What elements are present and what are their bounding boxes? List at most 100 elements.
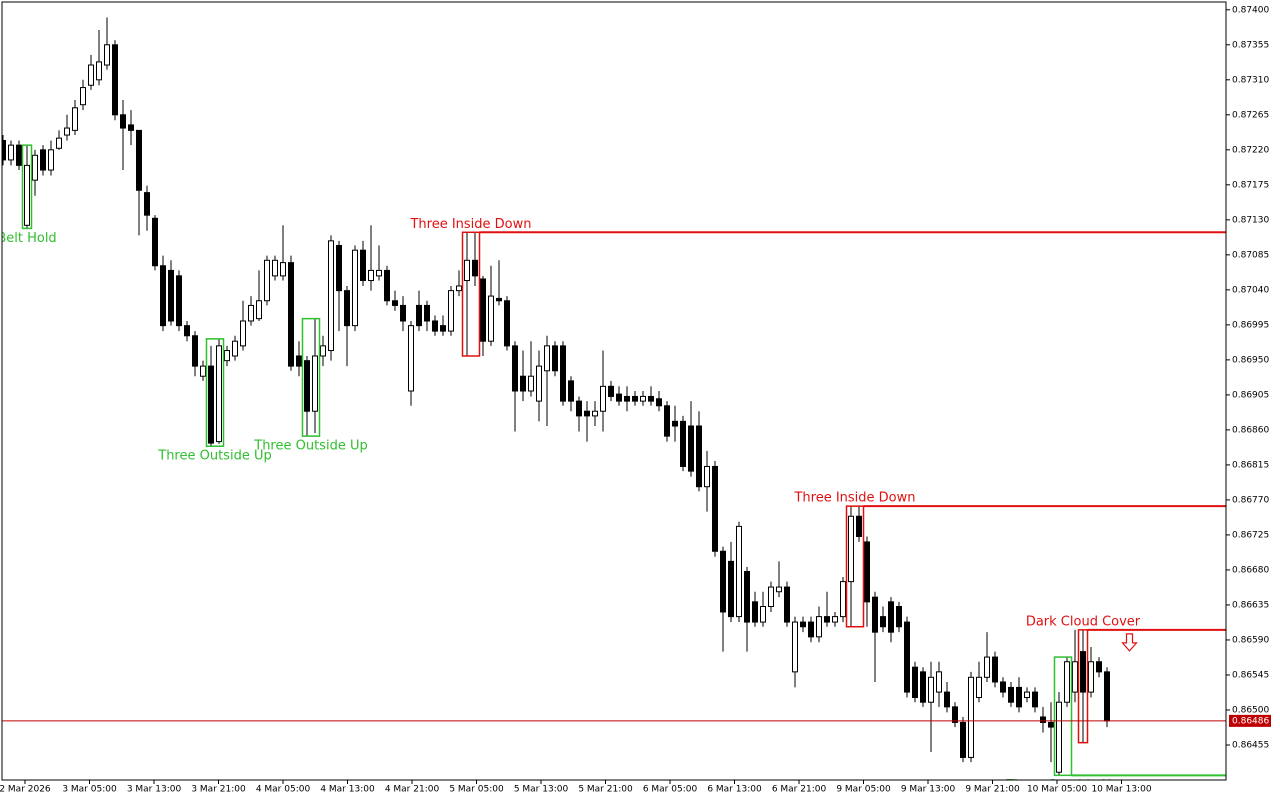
candle-body [648,395,654,402]
pattern-box [301,317,321,437]
candle-body [752,601,758,623]
axes: 0.87400 0.87355 0.87310 0.87265 0.87220 0.871… [0,5,1271,795]
candle-body [760,606,766,623]
candle-body [232,340,238,357]
candle-body [176,275,182,327]
candle-body [576,400,582,417]
y-tick-label: 0.86860 [1232,425,1269,435]
x-tick-label: 2 Mar 2026 [0,785,51,795]
candle-body [1104,671,1110,722]
candle-body [768,586,774,608]
y-tick-label: 0.86725 [1232,530,1269,540]
candle-body [824,616,830,623]
candle-body [616,393,622,402]
x-tick-label: 4 Mar 21:00 [385,785,440,795]
candle-body [608,385,614,397]
x-tick-label: 9 Mar 05:00 [836,785,891,795]
candle-body [688,425,694,472]
candle-body [384,269,390,302]
candle-body [840,581,846,618]
candle-body [240,320,246,347]
x-tick-label: 4 Mar 05:00 [256,785,311,795]
pattern-label: Three Outside Up [1005,778,1119,793]
candle-body [272,259,278,277]
pattern-label: Three Outside Up [253,439,367,454]
y-tick-label: 0.87175 [1232,180,1269,190]
candle-body [520,375,526,392]
y-tick-label: 0.86815 [1232,460,1269,470]
last-price-label: 0.86486 [1232,716,1269,726]
candle-body [776,586,782,593]
pattern-label: Three Inside Down [409,217,531,232]
x-tick-label: 3 Mar 05:00 [62,785,117,795]
candle-body [1016,686,1022,708]
candle-body [1088,661,1094,693]
candle-body [736,525,742,618]
candle-body [368,269,374,282]
candle-body [1040,716,1046,723]
candle-body [720,550,726,613]
candle-body [704,465,710,488]
candle-body [8,144,14,161]
candle-body [416,304,422,327]
candle-body [1080,651,1086,693]
y-tick-label: 0.86455 [1232,740,1269,750]
candle-body [304,360,310,412]
candle-body [56,137,62,149]
candle-body [400,304,406,322]
candle-body [352,249,358,327]
candle-body [528,375,534,392]
y-tick-label: 0.86590 [1232,635,1269,645]
candle-body [344,290,350,327]
candle-body [328,240,334,352]
y-tick-label: 0.86635 [1232,600,1269,610]
candle-body [392,300,398,306]
candle-body [536,365,542,402]
y-tick-label: 0.87400 [1232,5,1269,15]
candle-body [624,395,630,402]
candle-body [872,596,878,633]
candle-body [320,345,326,357]
y-tick-label: 0.86545 [1232,670,1269,680]
candle-body [552,345,558,372]
candle-body [184,325,190,337]
candle-body [808,621,814,638]
candle-body [448,290,454,332]
candle-body [312,355,318,412]
candle-body [976,676,982,699]
candle-body [152,217,158,267]
y-tick-label: 0.86905 [1232,390,1269,400]
candle-body [296,355,302,367]
y-tick-label: 0.86995 [1232,320,1269,330]
candle-body [664,405,670,437]
candle-body [432,320,438,332]
candle-body [96,61,102,81]
x-tick-label: 6 Mar 13:00 [707,785,762,795]
candle-body [360,249,366,282]
candle-body [968,676,974,758]
plot-frame [1,1,1227,781]
candle-body [920,671,926,703]
x-tick-label: 5 Mar 05:00 [449,785,504,795]
candle-body [456,285,462,292]
x-tick-label: 10 Mar 05:00 [1027,785,1087,795]
candle-body [848,515,854,583]
x-tick-label: 9 Mar 13:00 [901,785,956,795]
candle-body [680,420,686,467]
y-tick-label: 0.87085 [1232,250,1269,260]
candle-body [568,380,574,402]
x-tick-label: 10 Mar 13:00 [1091,785,1151,795]
candle-body [496,297,502,302]
x-tick-label: 6 Mar 05:00 [643,785,698,795]
candle-body [80,87,86,106]
candle-body [544,345,550,372]
candle-body [656,398,662,407]
candle-body [928,676,934,703]
candle-body [424,304,430,322]
candle-body [264,259,270,302]
candle-body [480,278,486,342]
y-tick-label: 0.87040 [1232,285,1269,295]
y-tick-label: 0.87355 [1232,40,1269,50]
candle-body [160,265,166,327]
